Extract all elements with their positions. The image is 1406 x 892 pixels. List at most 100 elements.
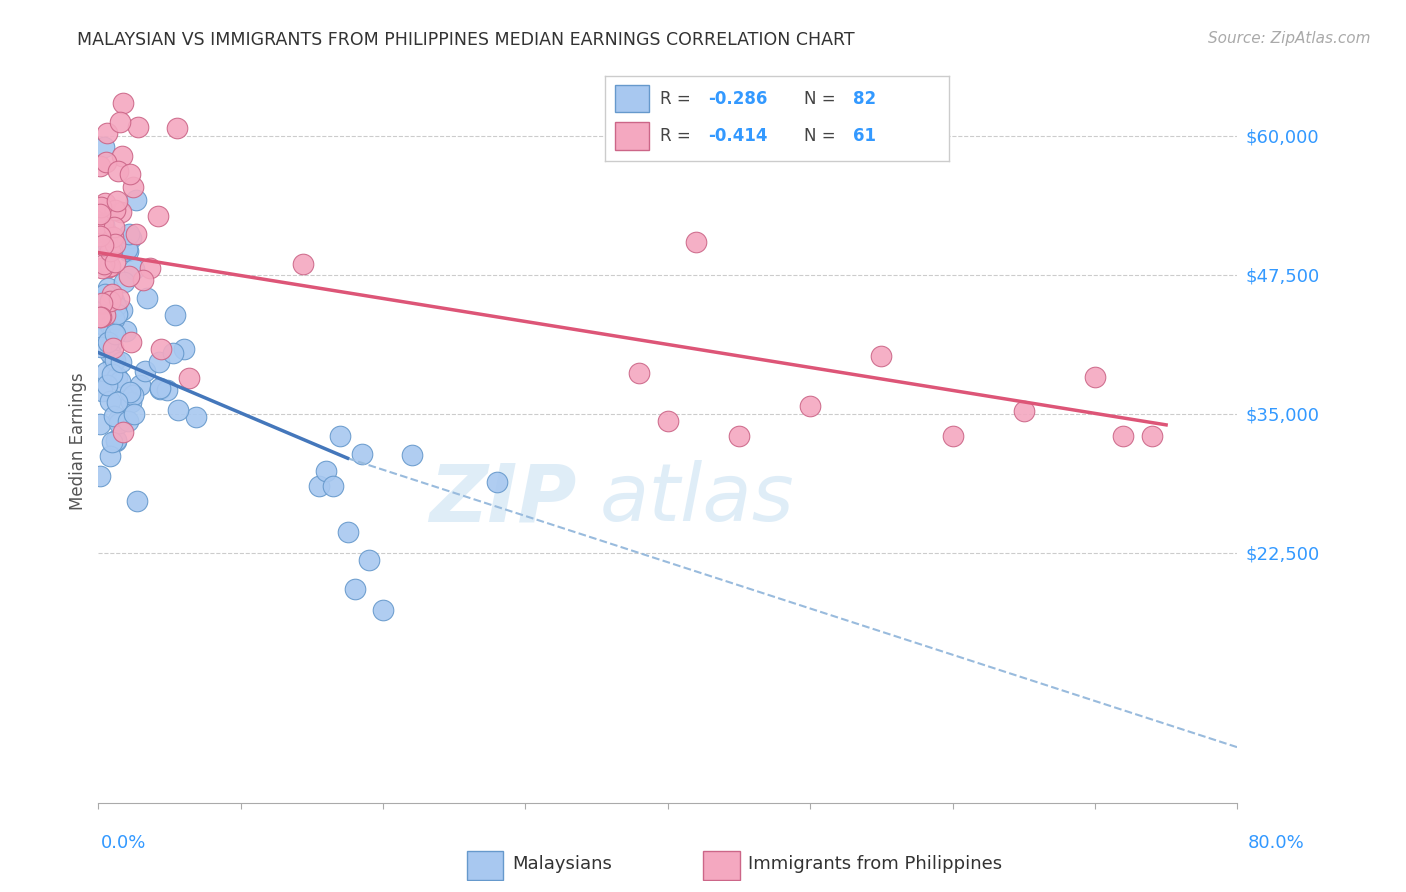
Point <box>111 302 134 317</box>
Point <box>89 226 111 240</box>
Point <box>942 429 965 443</box>
Point <box>93 218 115 232</box>
Point <box>91 295 114 310</box>
Point <box>104 326 127 341</box>
Point <box>89 229 111 244</box>
Point <box>89 310 111 325</box>
Point <box>110 204 132 219</box>
Point <box>98 294 121 309</box>
Point <box>101 367 124 381</box>
Point <box>870 349 893 363</box>
Point <box>104 255 127 269</box>
Point <box>89 327 111 342</box>
Text: R =: R = <box>659 127 696 145</box>
Point <box>96 365 118 379</box>
Point <box>90 200 112 214</box>
Point <box>103 311 125 326</box>
Point <box>89 236 111 251</box>
Point <box>101 286 124 301</box>
Point <box>104 237 127 252</box>
Point <box>120 168 142 182</box>
Text: 61: 61 <box>852 127 876 145</box>
Point <box>89 294 111 309</box>
Point <box>97 227 120 241</box>
Point <box>103 409 125 424</box>
Point <box>98 244 121 259</box>
Point <box>685 235 707 249</box>
Point <box>98 346 121 360</box>
Point <box>96 126 118 140</box>
Point <box>350 447 373 461</box>
Point <box>111 149 134 163</box>
Point <box>97 281 120 295</box>
Point <box>94 313 117 327</box>
Point <box>401 448 423 462</box>
Point <box>167 402 190 417</box>
Point <box>179 370 201 384</box>
Point <box>357 553 380 567</box>
Text: 82: 82 <box>852 90 876 108</box>
Point <box>93 308 115 322</box>
Point <box>322 478 344 492</box>
Point <box>486 475 509 490</box>
Point <box>1012 404 1035 418</box>
Point <box>89 417 111 431</box>
Point <box>103 293 125 308</box>
Point <box>98 318 121 332</box>
Point <box>135 291 157 305</box>
Point <box>118 268 141 283</box>
Y-axis label: Median Earnings: Median Earnings <box>69 373 87 510</box>
Point <box>122 261 145 276</box>
Point <box>329 429 352 443</box>
Point <box>100 337 122 351</box>
Point <box>97 260 120 274</box>
Point <box>94 195 117 210</box>
Text: atlas: atlas <box>599 460 794 539</box>
Point <box>107 369 129 384</box>
Point <box>657 414 679 428</box>
Point <box>115 324 138 338</box>
Point <box>129 378 152 392</box>
Point <box>101 341 124 355</box>
Point <box>132 273 155 287</box>
Point <box>104 299 127 313</box>
Point <box>127 120 149 135</box>
Point <box>112 275 135 289</box>
Point <box>111 425 134 439</box>
Point <box>107 395 129 409</box>
Point <box>343 582 366 597</box>
Point <box>108 114 131 128</box>
Point <box>127 494 149 508</box>
Point <box>89 218 111 232</box>
Point <box>150 342 173 356</box>
Point <box>117 414 139 428</box>
Point <box>120 384 142 399</box>
Point <box>628 366 651 380</box>
Point <box>103 299 125 313</box>
Point <box>120 231 142 245</box>
Point <box>728 429 751 443</box>
Point <box>105 434 128 448</box>
Point <box>104 352 127 367</box>
Point <box>90 310 112 324</box>
Text: -0.414: -0.414 <box>709 127 768 145</box>
Bar <box>614 85 650 112</box>
Bar <box>467 851 503 880</box>
Point <box>91 384 114 399</box>
Point <box>94 286 117 301</box>
Point <box>93 257 115 271</box>
Point <box>1084 370 1107 384</box>
Point <box>1112 429 1135 443</box>
Text: Immigrants from Philippines: Immigrants from Philippines <box>748 855 1002 873</box>
Point <box>107 413 129 427</box>
Point <box>97 334 120 349</box>
Point <box>105 307 128 321</box>
Point <box>98 259 121 273</box>
Point <box>117 244 139 259</box>
Text: Malaysians: Malaysians <box>512 855 612 873</box>
Point <box>308 479 330 493</box>
Point <box>122 388 145 402</box>
Point <box>105 433 128 447</box>
Point <box>103 219 125 234</box>
Point <box>134 364 156 378</box>
